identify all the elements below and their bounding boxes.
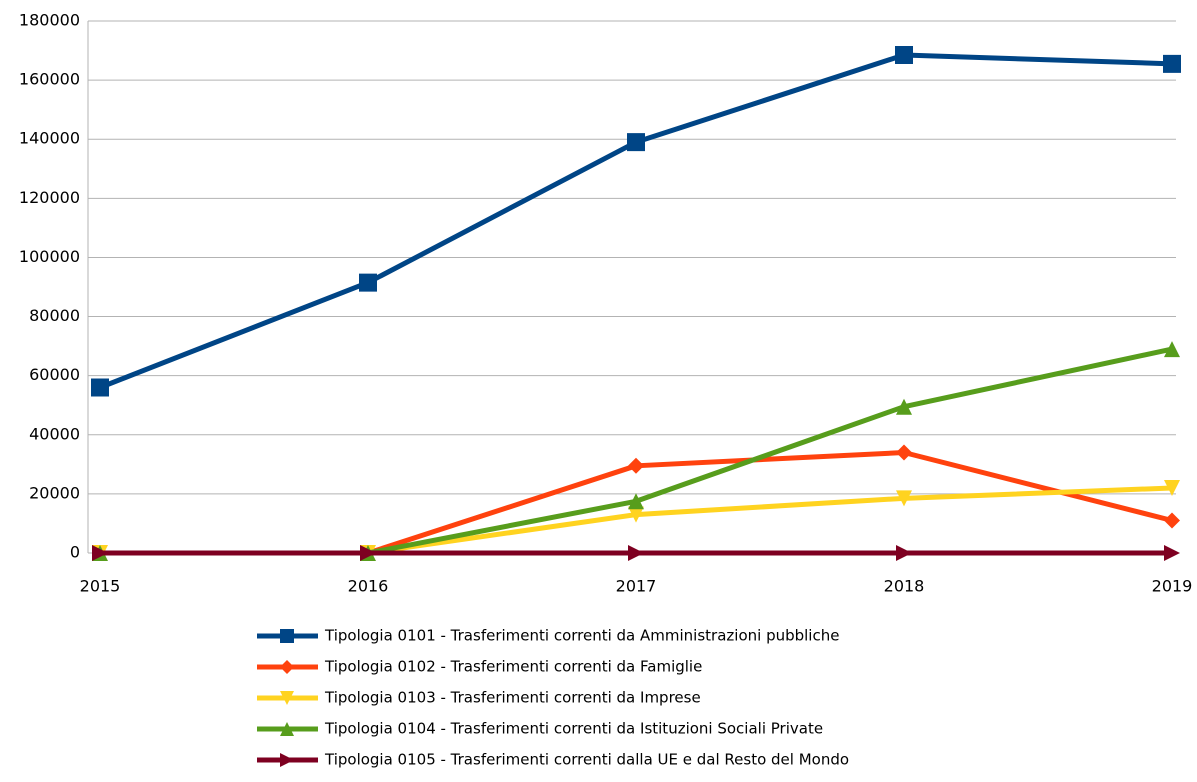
x-tick-label: 2016: [348, 577, 389, 596]
y-tick-label: 100000: [19, 247, 80, 266]
data-point: [896, 490, 912, 507]
data-point: [628, 545, 644, 561]
series-line: [99, 52, 1173, 390]
data-point: [1164, 545, 1180, 561]
x-tick-label: 2015: [80, 577, 121, 596]
data-point: [896, 398, 912, 415]
y-tick-label: 20000: [29, 483, 80, 502]
data-point: [91, 378, 109, 397]
data-point: [1164, 341, 1180, 358]
legend-label: Tipologia 0102 - Trasferimenti correnti …: [324, 658, 702, 676]
legend-marker: [280, 691, 294, 705]
y-tick-label: 160000: [19, 70, 80, 89]
legend-marker: [280, 753, 294, 767]
x-tick-label: 2017: [616, 577, 657, 596]
legend-label: Tipologia 0105 - Trasferimenti correnti …: [324, 751, 849, 769]
data-point: [628, 457, 644, 474]
data-point: [1164, 512, 1180, 529]
data-point: [628, 506, 644, 523]
y-tick-label: 60000: [29, 365, 80, 384]
data-point: [92, 545, 108, 561]
data-point: [896, 545, 912, 561]
data-point: [628, 493, 644, 510]
legend-label: Tipologia 0104 - Trasferimenti correnti …: [324, 720, 823, 738]
data-point: [359, 273, 377, 292]
data-point: [1163, 54, 1181, 73]
data-point: [360, 545, 376, 561]
legend-marker: [280, 629, 294, 643]
y-tick-label: 40000: [29, 424, 80, 443]
y-tick-label: 0: [70, 543, 80, 562]
data-point: [627, 133, 645, 152]
x-tick-label: 2019: [1152, 577, 1193, 596]
x-tick-label: 2018: [884, 577, 925, 596]
y-tick-label: 180000: [19, 11, 80, 30]
y-tick-label: 140000: [19, 129, 80, 148]
y-tick-label: 120000: [19, 188, 80, 207]
y-tick-label: 80000: [29, 306, 80, 325]
legend-marker: [280, 660, 294, 674]
data-point: [1164, 479, 1180, 496]
data-point: [896, 444, 912, 461]
data-point: [895, 45, 913, 64]
legend-label: Tipologia 0103 - Trasferimenti correnti …: [324, 689, 701, 707]
legend-label: Tipologia 0101 - Trasferimenti correnti …: [324, 627, 839, 645]
legend-marker: [280, 722, 294, 736]
